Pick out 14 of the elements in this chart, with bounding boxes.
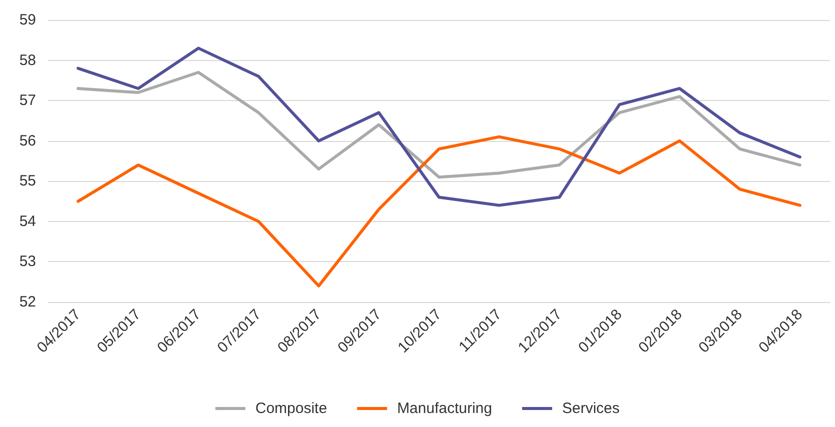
legend-label: Manufacturing xyxy=(397,400,492,417)
legend-label: Composite xyxy=(255,400,328,417)
y-tick-label: 53 xyxy=(19,253,36,270)
line-series xyxy=(76,135,802,288)
line-series xyxy=(76,70,802,179)
y-tick-label: 59 xyxy=(19,12,36,28)
y-tick-label: 54 xyxy=(19,212,36,230)
y-tick-label: 52 xyxy=(19,294,36,310)
legend-label: Services xyxy=(562,400,620,417)
line-series xyxy=(76,46,802,207)
y-tick-label: 58 xyxy=(19,52,36,69)
y-tick-label: 57 xyxy=(19,92,36,110)
y-tick-label: 55 xyxy=(19,172,36,190)
y-tick-label: 56 xyxy=(19,132,36,150)
